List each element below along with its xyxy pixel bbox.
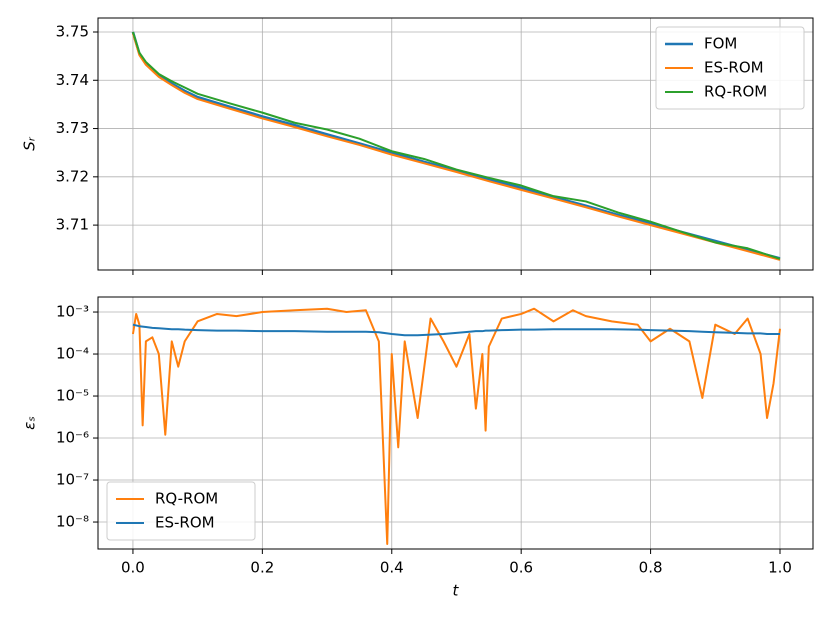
y-tick-label: 3.75 bbox=[56, 23, 89, 41]
axes-frame bbox=[97, 17, 814, 271]
legend-label: RQ-ROM bbox=[155, 490, 218, 508]
y-tick-label: 3.74 bbox=[56, 71, 89, 89]
y-axis-label: εₛ bbox=[21, 416, 39, 430]
x-tick-label: 1.0 bbox=[768, 559, 792, 577]
series-line bbox=[132, 323, 780, 337]
axes-frame bbox=[97, 296, 814, 550]
y-tick-label: 3.73 bbox=[56, 119, 89, 137]
y-tick-label: 10⁻⁷ bbox=[56, 471, 89, 489]
x-tick-label: 0.8 bbox=[639, 559, 663, 577]
y-tick-label: 10⁻⁴ bbox=[56, 345, 89, 363]
x-tick-label: 0.4 bbox=[380, 559, 404, 577]
x-axis-label: t bbox=[453, 582, 460, 600]
x-tick-label: 0.0 bbox=[121, 559, 145, 577]
x-tick-label: 0.2 bbox=[250, 559, 274, 577]
y-tick-label: 10⁻³ bbox=[56, 303, 89, 321]
series-line bbox=[131, 31, 781, 260]
legend-label: RQ-ROM bbox=[704, 83, 767, 101]
legend-label: ES-ROM bbox=[155, 514, 215, 532]
legend-box bbox=[106, 481, 256, 541]
y-tick-label: 3.72 bbox=[56, 167, 89, 185]
y-tick-label: 3.71 bbox=[56, 216, 89, 234]
y-tick-label: 10⁻⁶ bbox=[56, 429, 89, 447]
series-line bbox=[131, 307, 781, 545]
legend-box bbox=[655, 26, 805, 110]
legend-label: FOM bbox=[704, 35, 737, 53]
series-line bbox=[131, 33, 781, 261]
y-axis-label: Sᵣ bbox=[21, 136, 39, 151]
legend-label: ES-ROM bbox=[704, 59, 764, 77]
x-tick-label: 0.6 bbox=[509, 559, 533, 577]
series-line bbox=[131, 31, 781, 260]
y-tick-label: 10⁻⁸ bbox=[56, 513, 89, 531]
y-tick-label: 10⁻⁵ bbox=[56, 387, 89, 405]
